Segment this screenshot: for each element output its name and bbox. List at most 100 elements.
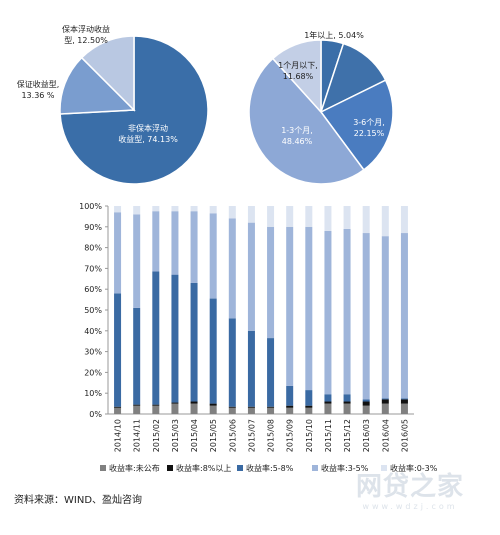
bar-segment: [343, 394, 351, 402]
bar-segment: [286, 385, 294, 406]
bar-segment: [381, 399, 389, 404]
legend-swatch: [167, 465, 173, 471]
x-tick-label: 2015/09: [286, 419, 295, 452]
pie-slice: [59, 56, 136, 115]
bar-segment: [362, 233, 370, 400]
pie-slice: [271, 39, 322, 114]
pie-slice: [80, 35, 135, 112]
bar-segment: [324, 403, 332, 414]
y-tick-label: 90%: [84, 223, 102, 232]
pie-slice: [319, 79, 394, 171]
bar-segment: [190, 282, 198, 402]
x-tick-label: 2015/02: [152, 419, 161, 452]
bar-segment: [152, 271, 160, 405]
pie-slice-label: 1-3个月, 48.46%: [281, 126, 313, 146]
bar-segment: [324, 230, 332, 395]
pie-chart-term: 1年以上, 5.04% 6-12个月, 12.67% 3-6个月, 22.15% 1-3个…: [248, 30, 410, 185]
y-tick-label: 50%: [84, 306, 102, 315]
y-tick-label: 20%: [84, 368, 102, 377]
bar-segment: [381, 236, 389, 399]
y-tick-label: 100%: [79, 202, 102, 211]
bar-segment: [209, 213, 217, 299]
y-tick-label: 40%: [84, 327, 102, 336]
legend-swatch: [100, 465, 106, 471]
source-note: 资料来源：WIND、盈灿咨询: [14, 495, 143, 506]
bar-segment: [171, 403, 179, 414]
bar-segment: [305, 226, 313, 391]
bar-segment: [324, 401, 332, 404]
bar-segment: [305, 206, 313, 227]
legend-label: 收益率:未公布: [109, 463, 160, 473]
bar-segment: [286, 206, 294, 227]
x-tick-label: 2016/03: [362, 419, 371, 452]
x-tick-label: 2016/04: [381, 419, 390, 452]
bar-segment: [400, 399, 408, 404]
pie-slice: [319, 42, 387, 114]
bar-segment: [286, 405, 294, 408]
pie-slice-label: 3-6个月, 22.15%: [353, 118, 385, 138]
y-tick-label: 70%: [84, 264, 102, 273]
bar-segment: [400, 206, 408, 234]
pie-slice-label: 保本浮动收益型, 12.50%: [62, 24, 110, 45]
bar-segment: [362, 405, 370, 414]
y-tick-label: 10%: [84, 389, 102, 398]
bar-segment: [381, 206, 389, 237]
bar-segment: [305, 390, 313, 406]
bar-segment: [343, 401, 351, 404]
bar-segment: [209, 405, 217, 414]
bar-segment: [267, 226, 275, 339]
bar-segment: [190, 206, 198, 212]
bar-segment: [247, 406, 255, 408]
pie-slice: [248, 57, 365, 185]
pie-slice-label: 保证收益型, 13.36 %: [17, 79, 60, 100]
watermark-logo: 网贷之家 www.wdzj.com: [340, 472, 480, 511]
bar-segment: [209, 206, 217, 214]
legend-label: 收益率:5-8%: [246, 463, 294, 473]
bar-segment: [343, 403, 351, 414]
stacked-bar-chart-yield: 0% 10% 20% 30% 40% 50% 60% 70% 80% 90% 100% 2014/10…: [79, 202, 438, 473]
bar-segment: [133, 307, 141, 405]
legend-label: 收益率:0-3%: [390, 463, 438, 473]
bar-segment: [171, 402, 179, 404]
bar-segment: [362, 206, 370, 234]
x-tick-label: 2014/11: [133, 419, 142, 452]
pie-chart-product-type: 非保本浮动收益型, 74.13% 保证收益型, 13.36 % 保本浮动收益型, 12…: [17, 24, 209, 185]
bar-segment: [133, 214, 141, 308]
bar-segment: [267, 206, 275, 227]
bar-segment: [114, 206, 122, 213]
bar-segment: [114, 407, 122, 414]
watermark-url: www.wdzj.com: [362, 502, 458, 511]
bar-segment: [362, 399, 370, 402]
bar-segment: [343, 228, 351, 395]
y-tick-label: 80%: [84, 244, 102, 253]
bar-segment: [362, 401, 370, 406]
legend-swatch: [237, 465, 243, 471]
bar-segment: [228, 218, 236, 319]
bar-segment: [114, 212, 122, 294]
bar-segment: [152, 206, 160, 212]
bar-segment: [247, 222, 255, 331]
bar-segment: [190, 403, 198, 414]
bar-segment: [267, 338, 275, 407]
bar-segment: [209, 403, 217, 406]
x-tick-label: 2015/10: [305, 419, 314, 452]
bar-segment: [305, 405, 313, 408]
bar-segment: [209, 298, 217, 404]
pie-slice-label: 1年以上, 5.04%: [304, 30, 364, 40]
bar-segment: [400, 403, 408, 414]
legend-swatch: [381, 465, 387, 471]
bar-segment: [247, 330, 255, 407]
legend-swatch: [312, 465, 318, 471]
bar-segment: [247, 206, 255, 223]
bar-segment: [152, 405, 160, 414]
bar-segment: [247, 407, 255, 414]
bar-segment: [286, 226, 294, 386]
watermark-text: 网贷之家: [355, 472, 464, 502]
bar-segment: [267, 406, 275, 408]
y-tick-label: 30%: [84, 348, 102, 357]
bar-segment: [400, 398, 408, 400]
bar-segment: [228, 206, 236, 219]
legend-label: 收益率:3-5%: [321, 463, 369, 473]
bar-segment: [400, 233, 408, 399]
